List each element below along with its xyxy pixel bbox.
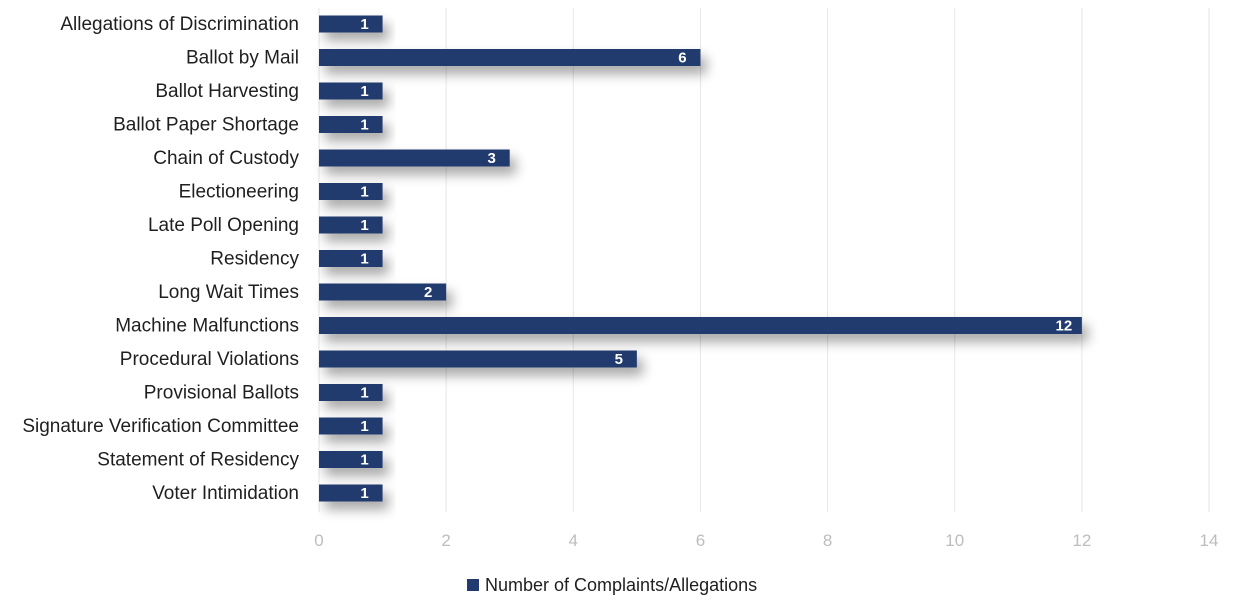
bar [319,283,447,301]
data-label: 1 [360,251,368,268]
data-label: 3 [488,150,496,167]
data-label: 1 [360,485,368,502]
data-label: 1 [360,385,368,402]
x-tick-label: 0 [314,531,323,550]
bar [319,350,637,368]
legend-swatch [467,579,479,591]
category-label: Residency [210,249,299,270]
data-label: 6 [678,50,686,67]
data-label: 1 [360,184,368,201]
category-label: Ballot Harvesting [155,81,299,102]
bar [319,484,383,502]
legend-label: Number of Complaints/Allegations [485,575,757,595]
bar [319,451,383,468]
data-label: 12 [1056,318,1073,335]
category-label: Long Wait Times [158,282,299,303]
bar [319,417,383,435]
category-label: Allegations of Discrimination [60,14,299,35]
category-label: Signature Verification Committee [22,416,299,437]
bar [319,116,383,133]
data-label: 1 [360,452,368,469]
x-tick-label: 4 [569,531,578,550]
data-label: 1 [360,418,368,435]
category-label: Chain of Custody [153,148,299,169]
x-tick-label: 8 [823,531,832,550]
data-label: 1 [360,16,368,33]
category-label: Provisional Ballots [144,383,299,404]
category-label: Statement of Residency [97,450,299,471]
bar [319,15,383,33]
legend: Number of Complaints/Allegations [467,575,757,595]
x-tick-label: 10 [945,531,964,550]
x-tick-label: 14 [1200,531,1219,550]
bar [319,183,383,200]
bar [319,82,383,100]
x-tick-label: 2 [441,531,450,550]
data-label: 2 [424,284,432,301]
data-label: 1 [360,83,368,100]
category-label: Late Poll Opening [148,215,299,236]
category-label: Ballot by Mail [186,48,299,69]
bar [319,317,1082,334]
category-label: Electioneering [179,182,299,203]
category-label: Ballot Paper Shortage [113,115,299,136]
x-axis-tick-labels: 0 2 4 6 8 10 12 14 [314,531,1218,550]
category-label: Procedural Violations [120,349,299,370]
data-label: 1 [360,217,368,234]
category-labels: Allegations of Discrimination Ballot by M… [22,14,299,504]
data-label: 1 [360,117,368,134]
category-label: Machine Malfunctions [115,316,299,337]
bar [319,149,510,167]
x-tick-label: 6 [696,531,705,550]
bar [319,250,383,267]
gridlines [318,8,1210,512]
category-label: Voter Intimidation [152,483,299,504]
bar [319,49,701,66]
bar [319,216,383,234]
bar [319,384,383,401]
data-label: 5 [615,351,623,368]
x-tick-label: 12 [1072,531,1091,550]
